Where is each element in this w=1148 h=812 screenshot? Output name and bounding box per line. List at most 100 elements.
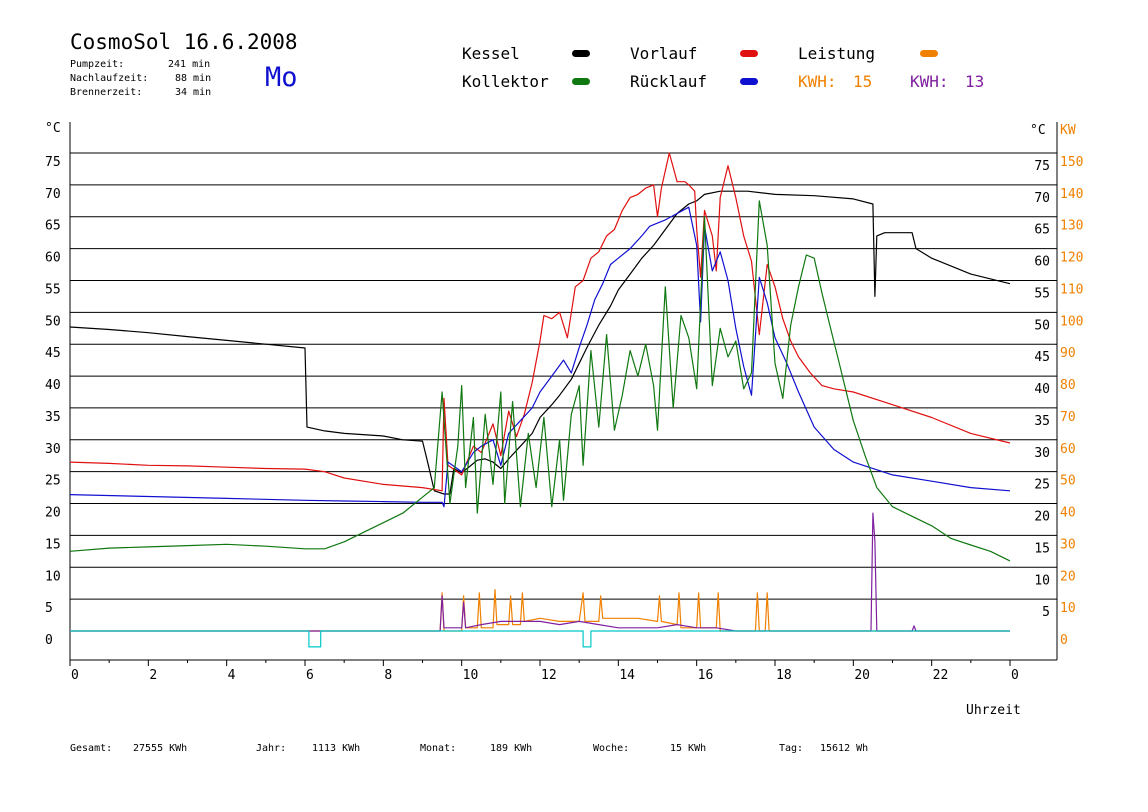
y-tick-label-left: 35	[45, 410, 61, 425]
x-tick-label: 10	[463, 668, 479, 683]
series-r-cklauf	[69, 206, 1011, 508]
x-tick-label: 2	[149, 668, 157, 683]
footer-jahr-value: 1113 KWh	[312, 743, 361, 754]
legend-vorlauf-swatch	[740, 50, 758, 57]
x-tick-label: 16	[698, 668, 714, 683]
legend-kollektor-label: Kollektor	[462, 72, 549, 91]
y-axis-label-right: °C	[1030, 123, 1046, 138]
y-tick-label-kw: 150	[1060, 155, 1083, 170]
kwh-orange-label: KWH:	[798, 72, 837, 91]
chart-title: CosmoSol 16.6.2008	[70, 30, 298, 54]
y-tick-label-right: 30	[1034, 446, 1050, 461]
legend-ruecklauf-label: Rücklauf	[630, 72, 708, 91]
y-tick-label-kw: 120	[1060, 251, 1083, 266]
chart-series	[69, 152, 1011, 648]
y-tick-label-left: 5	[45, 601, 53, 616]
y-tick-label-left: 50	[45, 314, 61, 329]
footer-jahr-label: Jahr:	[256, 743, 287, 754]
y-tick-label-right: 35	[1034, 414, 1050, 429]
chart-grid	[70, 152, 1057, 600]
x-tick-label: 14	[619, 668, 635, 683]
kwh-purple-value: 13	[965, 72, 985, 91]
y-tick-label-right: 40	[1034, 382, 1050, 397]
y-tick-label-left: 65	[45, 219, 61, 234]
x-tick-label: 18	[776, 668, 792, 683]
x-tick-label: 20	[854, 668, 870, 683]
x-tick-label: 22	[933, 668, 949, 683]
kwh-orange-value: 15	[853, 72, 873, 91]
y-tick-label-right: 60	[1034, 255, 1050, 270]
y-tick-label-right: 65	[1034, 223, 1050, 238]
footer-woche-label: Woche:	[593, 743, 630, 754]
kwh-purple-label: KWH:	[910, 72, 949, 91]
footer-tag-label: Tag:	[779, 743, 804, 754]
footer-gesamt-label: Gesamt:	[70, 743, 113, 754]
y-tick-label-left: 0	[45, 633, 53, 648]
y-tick-label-left: 70	[45, 187, 61, 202]
y-tick-label-right: 55	[1034, 286, 1050, 301]
legend-leistung-swatch	[920, 50, 938, 57]
y-tick-label-left: 45	[45, 346, 61, 361]
series-vorlauf	[69, 152, 1011, 492]
series-kollektor	[69, 200, 1011, 562]
x-tick-label: 6	[306, 668, 314, 683]
y-tick-label-left: 60	[45, 251, 61, 266]
x-tick-label: 4	[228, 668, 236, 683]
y-tick-label-kw: 0	[1060, 633, 1068, 648]
y-tick-label-right: 70	[1034, 191, 1050, 206]
y-tick-label-left: 10	[45, 569, 61, 584]
brennerzeit-value: 34 min	[175, 87, 212, 98]
y-tick-label-kw: 80	[1060, 378, 1076, 393]
footer-woche-value: 15 KWh	[670, 743, 707, 754]
chart-axes	[69, 122, 1058, 661]
y-tick-label-kw: 50	[1060, 474, 1076, 489]
x-tick-label: 0	[71, 668, 79, 683]
legend-kessel-label: Kessel	[462, 44, 520, 63]
y-tick-label-kw: 110	[1060, 282, 1083, 297]
y-tick-label-left: 20	[45, 506, 61, 521]
legend-kollektor-swatch	[572, 78, 590, 85]
series-pumpe	[70, 630, 1010, 648]
pumpzeit-label: Pumpzeit:	[70, 59, 125, 70]
legend-leistung-label: Leistung	[798, 44, 876, 63]
footer-monat-value: 189 KWh	[490, 743, 533, 754]
y-tick-label-left: 75	[45, 155, 61, 170]
footer-monat-label: Monat:	[420, 743, 457, 754]
y-tick-label-right: 25	[1034, 478, 1050, 493]
y-tick-label-kw: 100	[1060, 314, 1083, 329]
y-tick-label-right: 10	[1034, 573, 1050, 588]
y-tick-label-right: 20	[1034, 510, 1050, 525]
chart-ticks: 0 2 4 6 8 10 12 14 16 18 20 22 005101520253035404550…	[45, 155, 1083, 683]
y-tick-label-kw: 140	[1060, 187, 1083, 202]
y-tick-label-kw: 10	[1060, 601, 1076, 616]
y-tick-label-kw: 30	[1060, 537, 1076, 552]
nachlaufzeit-value: 88 min	[175, 73, 212, 84]
legend-ruecklauf-swatch	[740, 78, 758, 85]
legend-kessel-swatch	[572, 50, 590, 57]
footer-gesamt-value: 27555 KWh	[133, 743, 188, 754]
y-tick-label-kw: 20	[1060, 569, 1076, 584]
y-axis-label-left: °C	[45, 121, 61, 136]
y-tick-label-left: 30	[45, 442, 61, 457]
x-tick-label: 8	[384, 668, 392, 683]
y-tick-label-left: 55	[45, 282, 61, 297]
y-tick-label-right: 75	[1034, 159, 1050, 174]
y-tick-label-kw: 90	[1060, 346, 1076, 361]
y-tick-label-kw: 130	[1060, 219, 1083, 234]
y-tick-label-kw: 60	[1060, 442, 1076, 457]
nachlaufzeit-label: Nachlaufzeit:	[70, 73, 149, 84]
series-leistung-2	[70, 512, 1010, 632]
y-tick-label-left: 25	[45, 474, 61, 489]
y-tick-label-left: 15	[45, 537, 61, 552]
weekday-label: Mo	[265, 62, 298, 93]
y-tick-label-right: 5	[1042, 605, 1050, 620]
y-tick-label-kw: 70	[1060, 410, 1076, 425]
x-axis-label: Uhrzeit	[966, 703, 1021, 718]
y-tick-label-left: 40	[45, 378, 61, 393]
y-tick-label-right: 15	[1034, 541, 1050, 556]
pumpzeit-value: 241 min	[168, 59, 211, 70]
footer-tag-value: 15612 Wh	[820, 743, 869, 754]
series-leistung	[70, 589, 1010, 632]
x-tick-label: 12	[541, 668, 557, 683]
